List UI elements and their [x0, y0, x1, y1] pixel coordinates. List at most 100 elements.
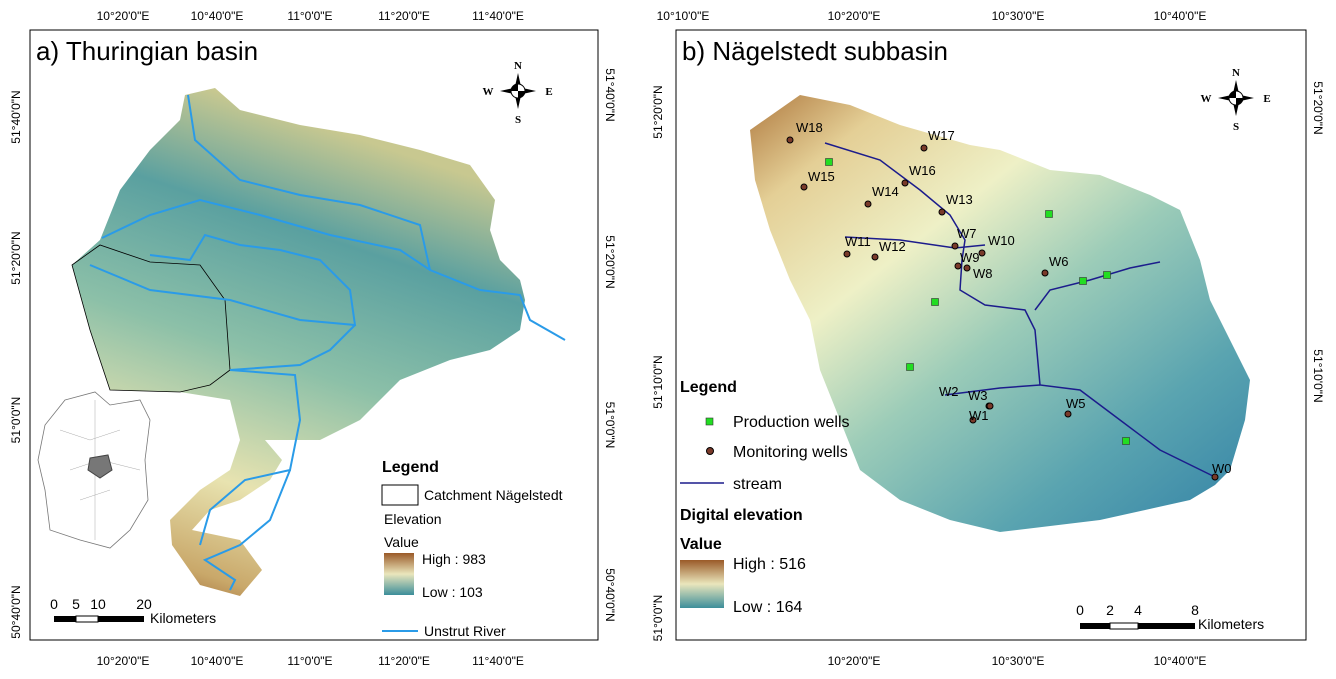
- legend-label: Monitoring wells: [733, 444, 848, 461]
- well-label: W10: [988, 233, 1015, 248]
- monitoring-well: [871, 253, 879, 261]
- well-label: W9: [960, 250, 980, 265]
- compass: [511, 84, 525, 98]
- monitoring-well: [969, 416, 977, 424]
- label: Kilometers: [1198, 616, 1264, 632]
- label: 51°20'0"N: [1311, 81, 1325, 134]
- label: 2: [1106, 602, 1114, 618]
- label: 11°20'0"E: [378, 654, 430, 668]
- legend-label: Production wells: [733, 414, 850, 431]
- legend-label: Digital elevation: [680, 507, 803, 524]
- well-label: W16: [909, 163, 936, 178]
- label: 10°20'0"E: [828, 9, 881, 23]
- label: 51°40'0"N: [603, 68, 617, 121]
- legend-label: Value: [680, 536, 722, 553]
- label: N: [1232, 67, 1240, 79]
- legend-label: stream: [733, 476, 782, 493]
- label: E: [545, 86, 552, 98]
- scale-bar-b: [1080, 622, 1195, 630]
- monitoring-well: [986, 402, 994, 410]
- label: 51°0'0"N: [603, 402, 617, 449]
- monitoring-well: [938, 208, 946, 216]
- label: 10°40'0"E: [191, 9, 244, 23]
- monitoring-well: [920, 144, 928, 152]
- label: 11°40'0"E: [472, 654, 524, 668]
- legend-b: Legend Production wells Monitoring wells…: [680, 379, 850, 616]
- label: W: [1201, 93, 1212, 105]
- well-label: W8: [973, 266, 993, 281]
- label: 10°20'0"E: [97, 654, 150, 668]
- label: 11°0'0"E: [287, 654, 332, 668]
- legend-label: Catchment Nägelstedt: [424, 487, 563, 503]
- monitoring-well: [800, 183, 808, 191]
- panel-a: Legend Catchment Nägelstedt Elevation Va…: [29, 29, 599, 641]
- well-label: W1: [969, 408, 989, 423]
- label: 20: [136, 596, 152, 612]
- label: N: [514, 60, 522, 72]
- legend-title: Legend: [680, 379, 737, 396]
- monitoring-well: [954, 262, 962, 270]
- legend-label: Value: [384, 534, 419, 550]
- legend-label: Low : 103: [422, 584, 483, 600]
- label: 10°30'0"E: [992, 9, 1045, 23]
- monitoring-well: [1041, 269, 1049, 277]
- label: 11°20'0"E: [378, 9, 430, 23]
- legend-label: High : 516: [733, 556, 806, 573]
- well-label: W6: [1049, 254, 1069, 269]
- production-well: [1045, 210, 1053, 218]
- label: 11°40'0"E: [472, 9, 524, 23]
- monitoring-well: [864, 200, 872, 208]
- well-label: W0: [1212, 461, 1232, 476]
- label: S: [515, 114, 521, 126]
- production-well: [825, 158, 833, 166]
- label: 50°40'0"N: [9, 585, 23, 638]
- legend-label: Low : 164: [733, 599, 802, 616]
- label: 4: [1134, 602, 1142, 618]
- well-label: W5: [1066, 396, 1086, 411]
- label: W: [483, 86, 494, 98]
- monitoring-well: [843, 250, 851, 258]
- production-wells: [825, 158, 1130, 445]
- compass: [1229, 91, 1243, 105]
- production-well: [906, 363, 914, 371]
- labels: a) Thuringian basin b) Nägelstedt subbasi…: [9, 9, 1325, 668]
- rivers: [89, 94, 566, 591]
- production-well: [1122, 437, 1130, 445]
- label: 51°40'0"N: [9, 90, 23, 143]
- monitoring-well: [1211, 473, 1219, 481]
- label: 51°20'0"N: [651, 85, 665, 138]
- production-well: [1079, 277, 1087, 285]
- legend-label: Elevation: [384, 511, 442, 527]
- label: 51°20'0"N: [603, 235, 617, 288]
- monitoring-well: [963, 264, 971, 272]
- label: 10°40'0"E: [1154, 9, 1207, 23]
- monitoring-well: [786, 136, 794, 144]
- label: S: [1233, 121, 1239, 133]
- legend-label: Unstrut River: [424, 623, 506, 639]
- monitoring-well: [1064, 410, 1072, 418]
- label: 10°10'0"E: [657, 9, 710, 23]
- label: 51°10'0"N: [651, 355, 665, 408]
- well-label: W14: [872, 184, 899, 199]
- label: 51°0'0"N: [9, 397, 23, 444]
- label: 0: [1076, 602, 1084, 618]
- well-label: W15: [808, 169, 835, 184]
- well-label: W18: [796, 120, 823, 135]
- scale-bar-a: [54, 615, 144, 623]
- streams: [824, 142, 1216, 478]
- label: 10°20'0"E: [97, 9, 150, 23]
- terrain: [72, 88, 525, 596]
- well-label: W2: [939, 384, 959, 399]
- label: 10°40'0"E: [191, 654, 244, 668]
- monitoring-well: [978, 249, 986, 257]
- label: 8: [1191, 602, 1199, 618]
- well-label: W17: [928, 128, 955, 143]
- terrain: [750, 95, 1250, 532]
- label: 10°30'0"E: [992, 654, 1045, 668]
- well-label: W11: [845, 234, 871, 249]
- label: 10°40'0"E: [1154, 654, 1207, 668]
- label: 51°0'0"N: [651, 595, 665, 642]
